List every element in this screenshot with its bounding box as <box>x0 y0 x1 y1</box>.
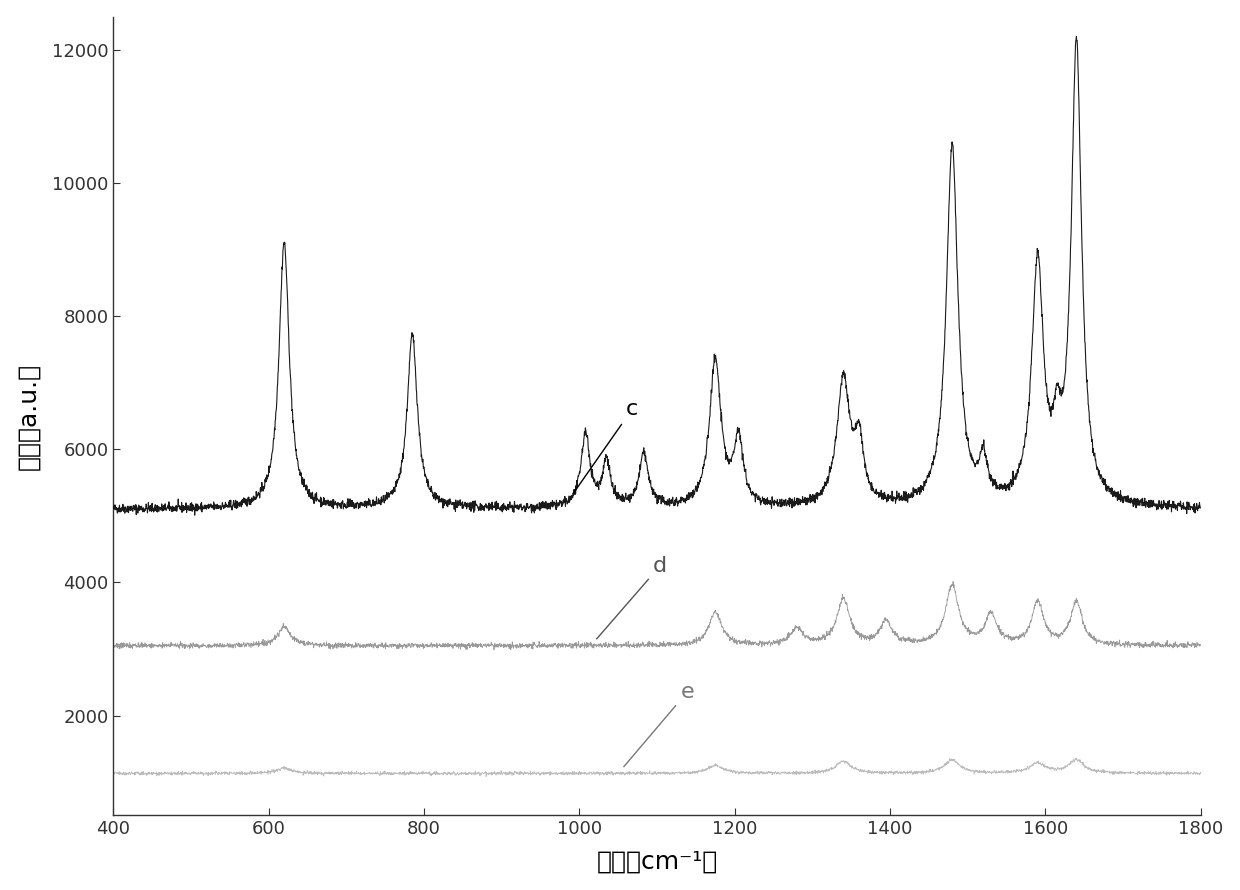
Text: d: d <box>596 555 667 639</box>
Y-axis label: 强度（a.u.）: 强度（a.u.） <box>16 362 41 470</box>
Text: e: e <box>624 683 694 766</box>
Text: c: c <box>573 400 639 494</box>
X-axis label: 波数（cm⁻¹）: 波数（cm⁻¹） <box>596 849 718 873</box>
